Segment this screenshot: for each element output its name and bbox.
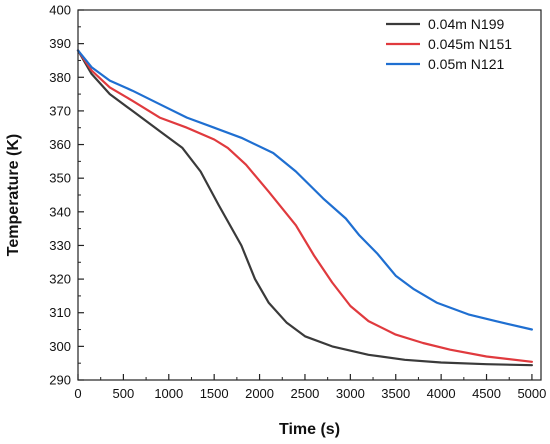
- x-tick-label: 3500: [381, 386, 410, 401]
- y-axis-title-group: Temperature (K): [5, 134, 22, 256]
- x-axis-title: Time (s): [279, 421, 340, 438]
- legend: 0.04m N199 0.045m N151 0.05m N121: [386, 16, 512, 72]
- x-tick-label: 4000: [427, 386, 456, 401]
- y-tick-label: 400: [49, 3, 71, 18]
- legend-label-1: 0.04m N199: [428, 16, 504, 32]
- x-tick-label: 2500: [290, 386, 319, 401]
- y-tick-label: 290: [49, 373, 71, 388]
- y-tick-label: 390: [49, 36, 71, 51]
- y-tick-label: 380: [49, 70, 71, 85]
- x-tick-label: 4500: [472, 386, 501, 401]
- y-tick-label: 360: [49, 137, 71, 152]
- legend-label-2: 0.045m N151: [428, 36, 512, 52]
- series-layer: [76, 49, 533, 367]
- x-tick-label: 0: [74, 386, 81, 401]
- legend-label-3: 0.05m N121: [428, 56, 504, 72]
- y-axis-title: Temperature (K): [5, 134, 22, 256]
- y-tick-label: 370: [49, 103, 71, 118]
- x-tick-label: 1000: [154, 386, 183, 401]
- y-tick-label: 340: [49, 204, 71, 219]
- x-tick-label: 2000: [245, 386, 274, 401]
- x-tick-label: 5000: [517, 386, 546, 401]
- series-line-2: [76, 49, 533, 363]
- x-tick-label: 1500: [200, 386, 229, 401]
- series-line-1: [76, 49, 533, 367]
- y-tick-label: 310: [49, 305, 71, 320]
- series-line-3: [76, 49, 533, 331]
- y-tick-label: 320: [49, 272, 71, 287]
- ticks-layer: 0 500 1000 1500 2000 2500 3000 3500 4000 4500 5000…: [49, 3, 546, 402]
- x-tick-label: 500: [113, 386, 135, 401]
- x-tick-label: 3000: [336, 386, 365, 401]
- y-tick-label: 330: [49, 238, 71, 253]
- y-tick-label: 350: [49, 171, 71, 186]
- y-tick-label: 300: [49, 339, 71, 354]
